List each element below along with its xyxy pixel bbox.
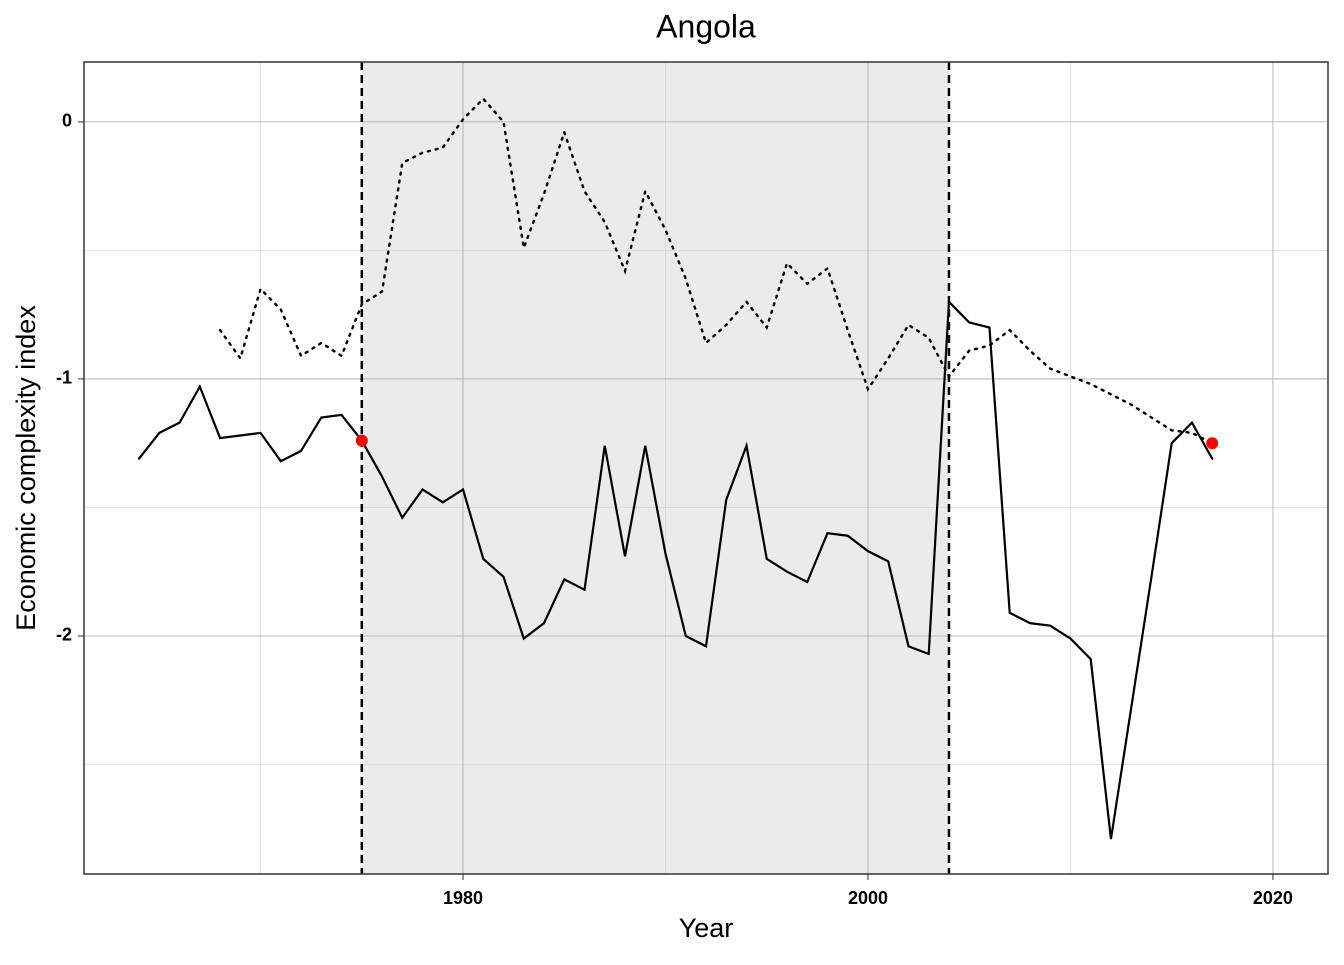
series-line	[137, 299, 1214, 840]
x-tick-label: 2000	[848, 888, 888, 908]
highlight-point	[355, 434, 368, 447]
y-tick-label: -1	[56, 368, 72, 388]
highlight-point	[1206, 437, 1219, 450]
y-tick-label: 0	[62, 111, 72, 131]
x-axis-label: Year	[679, 913, 734, 943]
x-tick-label: 2020	[1253, 888, 1293, 908]
shaded-period	[361, 62, 949, 874]
series-line	[218, 96, 1214, 445]
x-tick-label: 1980	[443, 888, 483, 908]
y-tick-label: -2	[56, 625, 72, 645]
plot-border	[83, 61, 1329, 875]
y-axis-label: Economic complexity index	[11, 305, 41, 631]
chart-title: Angola	[656, 8, 756, 44]
